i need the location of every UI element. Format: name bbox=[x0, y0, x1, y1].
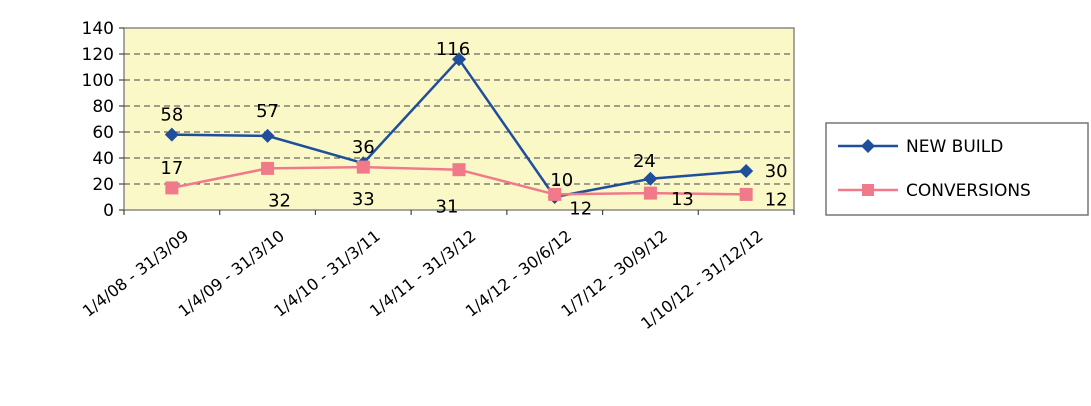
data-label: 57 bbox=[256, 101, 279, 122]
data-labels: 58 57 36 116 10 24 30 17 32 33 31 12 13 12 bbox=[160, 39, 787, 219]
data-point bbox=[643, 171, 658, 186]
data-point bbox=[261, 161, 275, 175]
data-label: 36 bbox=[352, 137, 375, 158]
data-label: 33 bbox=[352, 189, 375, 210]
data-label: 116 bbox=[436, 39, 470, 60]
series bbox=[164, 52, 754, 204]
data-point bbox=[452, 52, 466, 67]
legend-label-new-build: NEW BUILD bbox=[906, 137, 1003, 157]
axes bbox=[119, 27, 795, 215]
y-tick-label: 100 bbox=[82, 71, 114, 91]
data-label: 12 bbox=[765, 189, 788, 210]
legend-marker-new-build bbox=[861, 139, 875, 153]
data-label: 17 bbox=[160, 158, 183, 179]
legend-label-conversions: CONVERSIONS bbox=[906, 181, 1031, 201]
data-label: 12 bbox=[569, 198, 592, 219]
data-label: 10 bbox=[550, 170, 573, 191]
y-tick-label: 40 bbox=[92, 149, 114, 169]
y-tick-label: 120 bbox=[82, 45, 114, 65]
data-label: 13 bbox=[671, 189, 694, 210]
legend-marker-conversions bbox=[862, 184, 874, 196]
data-point bbox=[164, 127, 179, 142]
data-point bbox=[739, 187, 753, 201]
data-label: 32 bbox=[268, 190, 291, 211]
legend-box bbox=[825, 122, 1089, 216]
data-point bbox=[739, 164, 754, 178]
data-label: 24 bbox=[633, 151, 656, 172]
y-tick-labels: 0 20 40 60 80 100 120 140 bbox=[82, 19, 114, 221]
data-point bbox=[452, 163, 466, 177]
legend: NEW BUILD CONVERSIONS bbox=[825, 122, 1089, 216]
x-tick-labels: 1/4/08 - 31/3/091/4/09 - 31/3/101/4/10 -… bbox=[79, 226, 767, 333]
y-tick-label: 20 bbox=[92, 175, 114, 195]
data-label: 31 bbox=[436, 197, 459, 218]
data-label: 30 bbox=[765, 161, 788, 182]
data-point bbox=[548, 187, 562, 201]
data-point bbox=[165, 181, 179, 195]
y-tick-label: 0 bbox=[103, 201, 114, 221]
data-label: 58 bbox=[160, 105, 183, 126]
y-tick-label: 140 bbox=[82, 19, 114, 39]
data-point bbox=[643, 186, 657, 200]
y-tick-label: 60 bbox=[92, 123, 114, 143]
data-point bbox=[356, 160, 370, 174]
y-tick-label: 80 bbox=[92, 97, 114, 117]
data-point bbox=[260, 128, 275, 143]
gridlines bbox=[124, 53, 794, 185]
